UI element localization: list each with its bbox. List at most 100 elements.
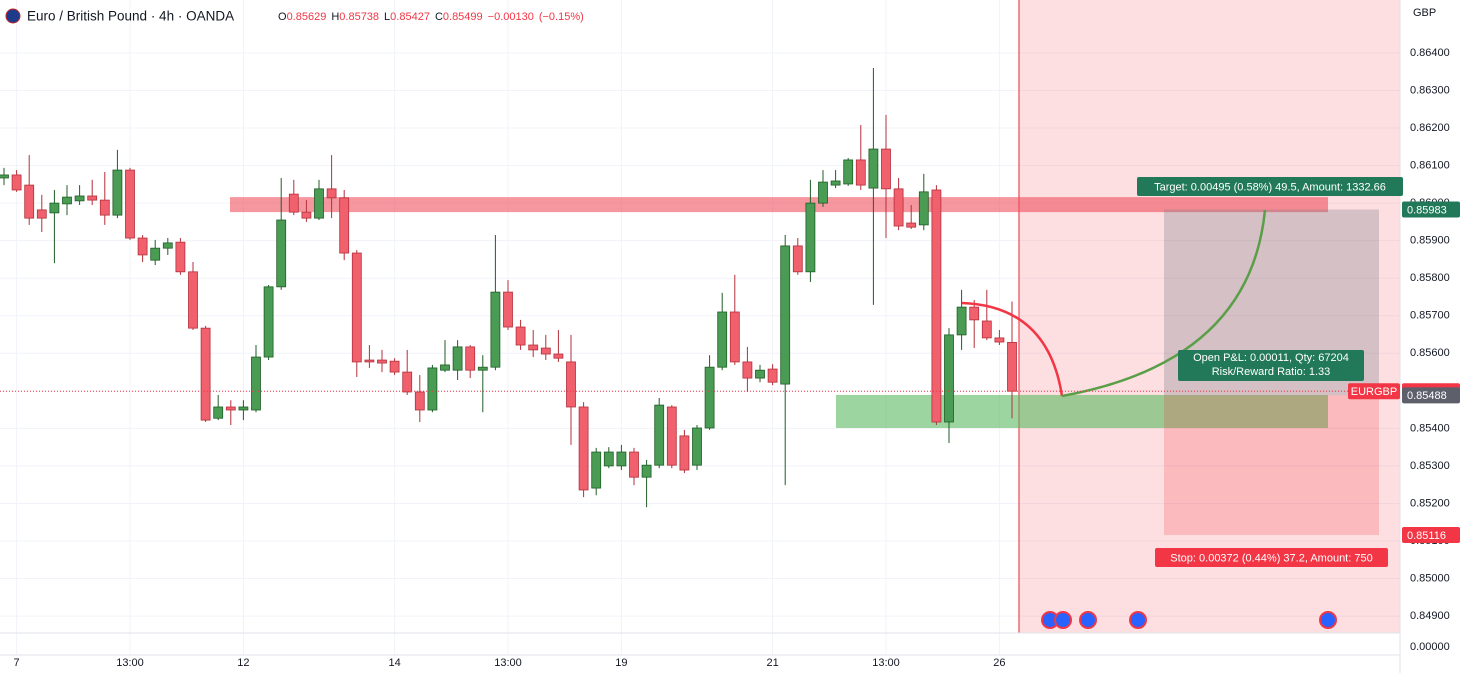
candle-body: [477, 366, 488, 371]
candle-body: [62, 196, 72, 205]
y-tick-label: 0.85900: [1410, 235, 1450, 247]
candle-body: [314, 188, 324, 219]
candle-body: [162, 242, 173, 249]
candle-body: [150, 247, 161, 261]
target-price-bg: [1402, 201, 1460, 218]
y-tick-label: 0.85200: [1410, 497, 1450, 509]
candle-body: [263, 286, 274, 358]
candle-body: [301, 211, 312, 219]
red-arrow: [961, 301, 1064, 397]
change-percent: (−0.15%): [539, 11, 584, 23]
candle-body: [389, 360, 400, 373]
candle-body: [679, 435, 690, 471]
y-tick-label: 0.85800: [1410, 272, 1450, 284]
price-axis: 0.864000.863000.862000.861000.860000.859…: [1402, 47, 1460, 622]
y-tick-label: 0.85400: [1410, 422, 1450, 434]
candle-body: [868, 148, 879, 189]
price-zone: [230, 197, 1328, 213]
candle-body: [931, 189, 942, 423]
price-zone: [836, 394, 1328, 429]
candle-body: [717, 311, 728, 368]
candle-body: [755, 369, 765, 379]
candles: [0, 67, 1017, 508]
x-tick-label: 13:00: [494, 657, 522, 669]
y-tick-label: 0.86100: [1410, 159, 1450, 171]
ohlc-value: 0.85738: [339, 11, 379, 23]
stop-price: 0.85116: [1407, 530, 1446, 542]
x-tick-label: 19: [615, 657, 627, 669]
candle-body: [981, 320, 992, 339]
candle-body: [641, 464, 652, 478]
target-label-bg: [1137, 177, 1403, 196]
candle-body: [666, 406, 677, 466]
x-tick-label: 7: [14, 657, 20, 669]
candle-body: [780, 245, 791, 385]
rr-label: Risk/Reward Ratio: 1.33: [1212, 366, 1331, 378]
candle-body: [364, 359, 375, 363]
candle-body: [465, 346, 476, 371]
candle-body: [225, 406, 236, 411]
currency-label: GBP: [1413, 7, 1436, 19]
candle-body: [918, 191, 929, 226]
candle-body: [629, 451, 639, 478]
symbol-flag: [5, 8, 21, 24]
candle-body: [414, 391, 425, 411]
candle-body: [515, 326, 526, 346]
candle-body: [616, 451, 627, 467]
candle-body: [881, 148, 891, 190]
ohlc-label: C: [435, 11, 443, 23]
event-icon[interactable]: [1319, 611, 1337, 629]
ohlc-label: O: [278, 11, 287, 23]
candle-body: [692, 427, 702, 466]
event-icon[interactable]: [1079, 611, 1097, 629]
candle-body: [452, 346, 463, 371]
candle-body: [956, 306, 967, 336]
target-price: 0.85983: [1407, 204, 1447, 216]
y-tick-label: 0.85700: [1410, 310, 1450, 322]
candle-body: [36, 209, 47, 219]
candle-body: [402, 371, 413, 393]
candle-body: [99, 199, 110, 216]
event-icon[interactable]: [1054, 611, 1072, 629]
candle-body: [792, 245, 803, 273]
candle-body: [1007, 342, 1017, 392]
candle-body: [0, 174, 9, 179]
ohlc-value: 0.85629: [287, 11, 327, 23]
candle-body: [276, 219, 287, 288]
candle-body: [729, 311, 740, 363]
ohlc-legend: O0.85629 H0.85738 L0.85427 C0.85499 −0.00130…: [278, 11, 584, 23]
candle-body: [427, 367, 438, 411]
indicator-tick-label: 0.00000: [1410, 641, 1450, 653]
candle-body: [137, 237, 148, 256]
candle-body: [251, 356, 261, 411]
y-tick-label: 0.86400: [1410, 47, 1450, 59]
pnl-label: Open P&L: 0.00011, Qty: 67204: [1193, 352, 1349, 364]
candle-body: [440, 364, 450, 371]
entry-price: 0.85488: [1407, 390, 1447, 402]
x-tick-label: 13:00: [872, 657, 900, 669]
candle-body: [553, 353, 564, 359]
candle-body: [238, 406, 249, 411]
x-tick-label: 13:00: [116, 657, 144, 669]
x-tick-label: 14: [388, 657, 400, 669]
candle-body: [490, 291, 501, 368]
candle-body: [704, 366, 715, 429]
candle-body: [188, 271, 198, 329]
candle-body: [175, 241, 186, 273]
candle-body: [213, 406, 224, 419]
y-tick-label: 0.86200: [1410, 122, 1450, 134]
candle-body: [351, 252, 362, 363]
candle-body: [767, 368, 778, 383]
candle-body: [540, 347, 551, 355]
y-tick-label: 0.85300: [1410, 460, 1450, 472]
candle-body: [591, 451, 602, 489]
ohlc-value: 0.85427: [390, 11, 430, 23]
event-icons: [1041, 611, 1337, 629]
candle-body: [24, 184, 35, 219]
candle-body: [200, 327, 211, 421]
candle-body: [818, 181, 828, 204]
candle-body: [87, 195, 98, 201]
symbol-tag: EURGBP: [1351, 386, 1397, 398]
event-icon[interactable]: [1129, 611, 1147, 629]
